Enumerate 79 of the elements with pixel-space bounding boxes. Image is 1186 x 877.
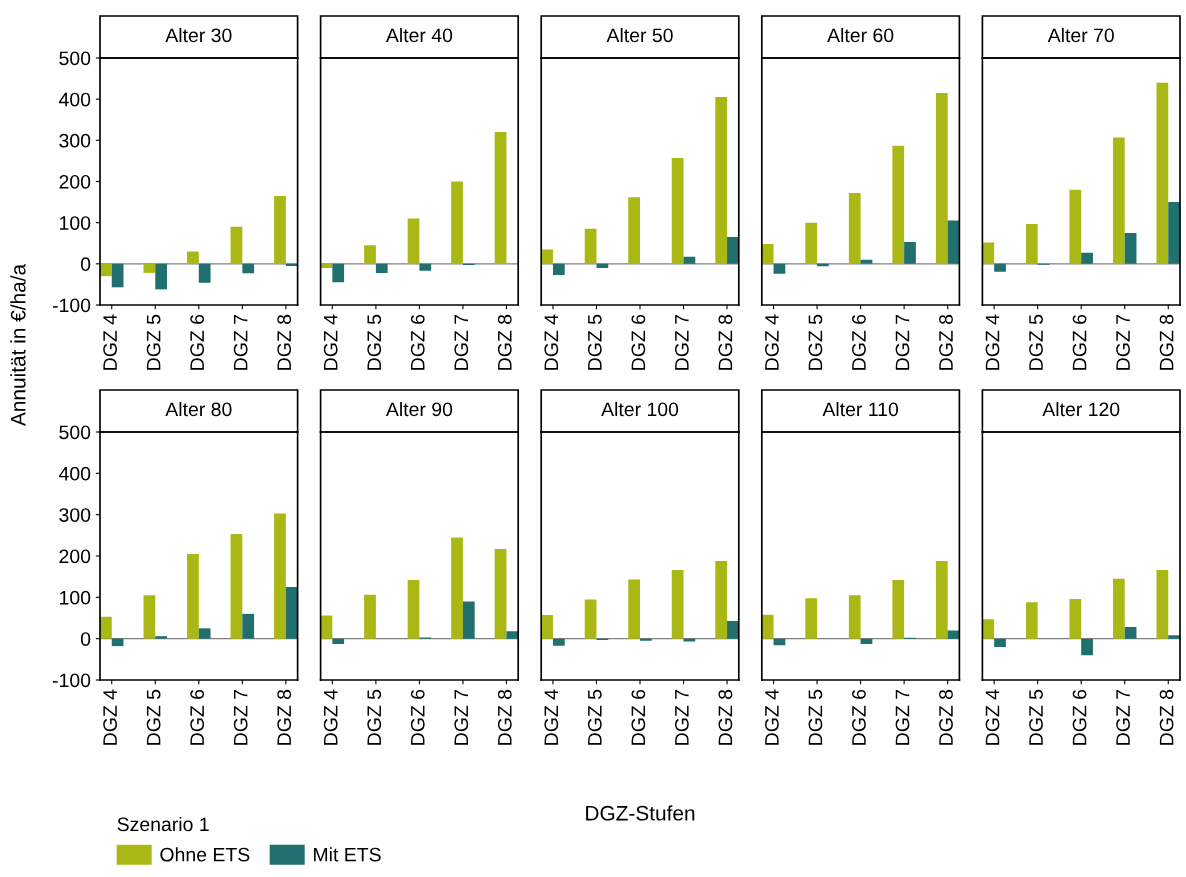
y-tick-label: 300 [59,133,91,148]
x-tick-label: DGZ 5 [1029,314,1043,370]
x-tick-label: DGZ 5 [587,689,602,745]
y-tick-label: 400 [58,466,91,481]
chart-title: Alter 70 [1047,27,1114,43]
x-tick-label: DGZ 6 [410,314,425,370]
x-tick-label: DGZ 4 [985,689,1000,745]
x-tick-label: DGZ 7 [454,315,469,370]
y-tick-label: -100 [52,298,91,313]
x-tick-label: DGZ 6 [190,314,205,370]
x-tick-label: DGZ 4 [323,689,338,745]
chart-title: Alter 120 [1042,401,1120,417]
y-tick-label: 0 [80,257,91,272]
x-tick-label: DGZ 8 [718,314,733,370]
y-tick-label: 500 [59,425,91,440]
x-tick-label: DGZ 5 [808,689,823,745]
x-tick-label: DGZ 7 [674,690,689,745]
y-tick-label: 400 [58,92,91,107]
y-tick-label: 100 [60,590,91,605]
chart-title: Alter 40 [385,27,453,43]
chart-title: Alter 100 [601,401,679,417]
x-tick-label: DGZ 8 [497,689,512,745]
y-tick-label: 500 [59,51,91,66]
x-tick-label: DGZ 7 [895,315,910,370]
x-tick-label: DGZ 4 [544,314,559,370]
x-tick-label: DGZ 8 [1159,314,1174,370]
x-tick-label: DGZ 4 [103,689,117,745]
x-tick-label: DGZ 7 [1116,315,1130,370]
x-tick-label: DGZ 5 [146,314,161,370]
x-tick-label: DGZ 5 [808,314,823,370]
x-tick-label: DGZ 8 [939,689,953,745]
chart-title: Alter 110 [822,401,899,417]
x-tick-label: DGZ 6 [852,689,866,745]
chart-title: Alter 30 [165,27,232,43]
x-tick-label: DGZ 4 [765,689,779,745]
x-tick-label: DGZ 8 [277,689,292,745]
x-tick-label: DGZ 6 [190,689,205,745]
x-tick-label: DGZ 6 [1072,689,1087,745]
chart-title: Alter 90 [385,401,453,417]
x-tick-label: DGZ 6 [1072,314,1087,370]
legend-label: Ohne ETS [160,847,250,862]
x-tick-label: DGZ 7 [233,315,248,370]
legend-title: Szenario 1 [117,816,209,832]
chart-title: Alter 60 [827,27,894,43]
y-tick-label: 300 [59,508,91,522]
x-tick-label: DGZ 7 [1116,690,1130,745]
x-tick-label: DGZ 6 [631,689,646,745]
y-tick-label: 200 [59,549,91,564]
x-tick-label: DGZ 8 [718,689,733,745]
y-tick-label: -100 [52,673,91,688]
x-tick-label: DGZ 4 [103,314,117,370]
x-tick-label: DGZ 6 [410,689,425,745]
x-tick-label: DGZ 4 [323,314,338,370]
x-tick-label: DGZ 7 [895,690,910,745]
x-tick-label: DGZ 5 [146,689,161,745]
x-tick-label: DGZ 8 [497,314,512,370]
x-tick-label: DGZ 5 [367,314,382,370]
y-axis-title: Annuität in €/ha/a [10,263,26,427]
y-tick-label: 100 [60,216,91,230]
chart-title: Alter 50 [606,27,673,43]
y-tick-label: 200 [59,174,91,189]
x-tick-label: DGZ 8 [277,314,292,370]
x-tick-label: DGZ 4 [544,689,559,745]
x-tick-label: DGZ 5 [587,314,602,370]
x-tick-label: DGZ 6 [852,314,866,370]
x-axis-title: DGZ-Stufen [586,805,695,821]
x-tick-label: DGZ 5 [1029,689,1043,745]
x-tick-label: DGZ 4 [765,314,779,370]
x-tick-label: DGZ 7 [233,690,248,745]
legend-label: Mit ETS [314,847,381,862]
chart-title: Alter 80 [165,401,232,417]
x-tick-label: DGZ 6 [631,314,646,370]
x-tick-label: DGZ 8 [1159,689,1174,745]
x-tick-label: DGZ 8 [939,314,953,370]
x-tick-label: DGZ 5 [367,689,382,745]
x-tick-label: DGZ 7 [454,690,469,745]
x-tick-label: DGZ 7 [674,315,689,370]
y-tick-label: 0 [80,632,91,646]
x-tick-label: DGZ 4 [985,314,1000,370]
